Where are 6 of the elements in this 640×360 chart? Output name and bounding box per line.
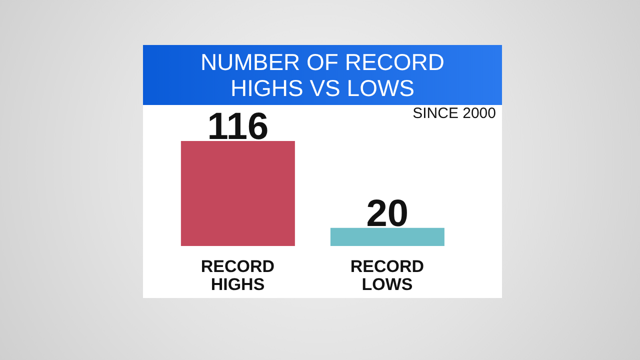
- chart-subtitle: SINCE 2000: [412, 105, 496, 122]
- data-label: 116: [207, 106, 269, 148]
- data-label: 20: [366, 192, 409, 235]
- x-tick-label: RECORD HIGHS: [200, 257, 275, 294]
- x-tick-label: RECORD LOWS: [350, 257, 424, 294]
- chart-title: NUMBER OF RECORD HIGHS VS LOWS: [199, 49, 446, 101]
